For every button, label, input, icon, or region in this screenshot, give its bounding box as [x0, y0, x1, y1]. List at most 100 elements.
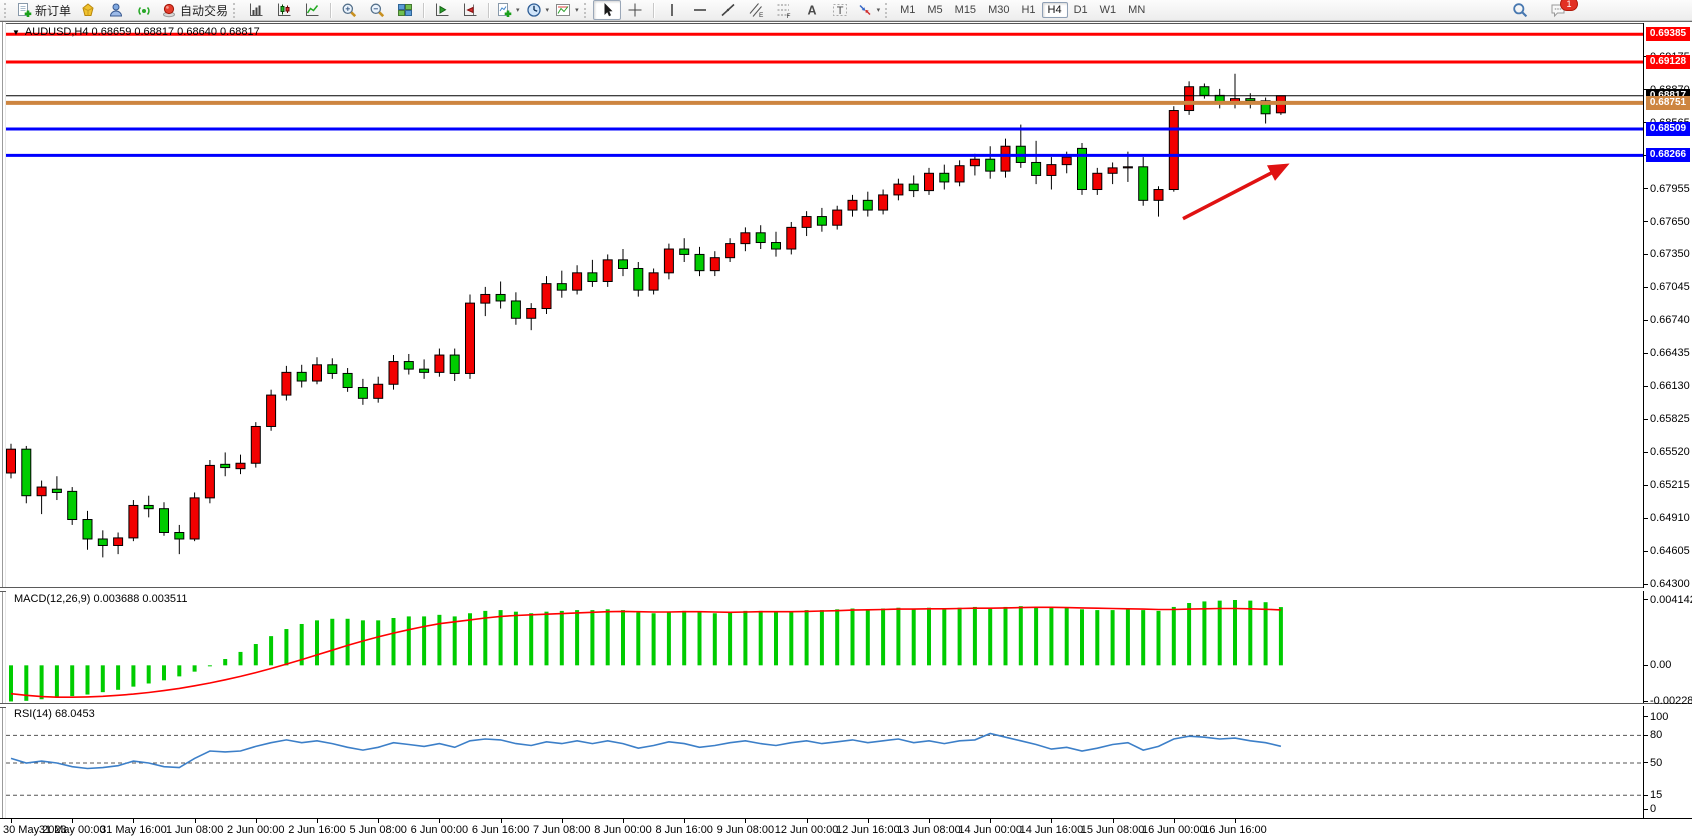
time-tick [439, 819, 441, 823]
time-label: 2 Jun 16:00 [288, 824, 346, 836]
arrows-button[interactable]: ▾ [854, 0, 884, 20]
candle [1168, 106, 1179, 192]
macd-histogram-bar [468, 613, 472, 666]
candle [296, 364, 307, 388]
price-chart-pane[interactable]: ▼ AUDUSD,H4 0.68659 0.68817 0.68640 0.68… [6, 23, 1643, 588]
chart-menu-arrow-icon[interactable]: ▼ [12, 27, 20, 37]
time-label: 2 Jun 00:00 [227, 824, 285, 836]
text-label-button[interactable]: T [826, 0, 854, 20]
macd-histogram-bar [743, 610, 748, 666]
autotrading-button[interactable]: 自动交易 [158, 0, 231, 20]
chart-window: ▼ AUDUSD,H4 0.68659 0.68817 0.68640 0.68… [0, 21, 1692, 839]
macd-histogram-bar [896, 607, 901, 666]
chart-shift-button[interactable] [456, 0, 484, 20]
candle [725, 238, 736, 263]
cursor-button[interactable] [592, 0, 621, 20]
svg-text:A: A [807, 4, 816, 18]
search-button[interactable] [1506, 0, 1534, 20]
dropdown-caret-icon[interactable]: ▾ [575, 7, 579, 14]
templates-button[interactable]: ▾ [552, 0, 582, 20]
rsi-indicator-label: RSI(14) 68.0453 [14, 708, 95, 720]
price-scale[interactable]: 0.691750.688700.685650.682600.679550.676… [1643, 23, 1692, 590]
rsi-plot[interactable] [6, 706, 1643, 818]
trend-arrow-annotation[interactable] [1182, 163, 1290, 221]
price-tick-label: 0.00 [1650, 659, 1672, 672]
macd-histogram-bar [192, 665, 197, 672]
tile-windows-button[interactable] [391, 0, 419, 20]
time-tick [745, 819, 747, 823]
candle [1077, 142, 1087, 195]
signals-button[interactable] [130, 0, 158, 20]
dropdown-caret-icon[interactable]: ▾ [516, 7, 520, 14]
candle [419, 359, 430, 379]
candle [204, 460, 215, 504]
zoom-out-button[interactable] [363, 0, 391, 20]
price-tick-label: 100 [1650, 710, 1669, 723]
time-tick [11, 819, 12, 823]
macd-histogram-bar [957, 607, 962, 666]
rsi-scale[interactable]: 100 80 50 15 0 [1643, 706, 1692, 818]
time-label: 16 Jun 00:00 [1141, 824, 1206, 836]
dropdown-caret-icon[interactable]: ▾ [545, 7, 550, 14]
macd-histogram-bar [360, 620, 365, 666]
timeframe-w1-button[interactable]: W1 [1099, 4, 1117, 16]
time-axis[interactable]: 30 May 2023 31 May 00:00 31 May 16:00 1 Jun… [0, 818, 1692, 839]
candle [434, 348, 445, 377]
timeframe-m1-button[interactable]: M1 [900, 4, 916, 16]
horizontal-line-button[interactable] [686, 0, 714, 20]
trendline-button[interactable] [714, 0, 742, 20]
scale-tick [1644, 418, 1648, 420]
macd-histogram-bar [70, 665, 75, 697]
candlestick-plot[interactable] [6, 23, 1643, 588]
candle [969, 153, 980, 176]
macd-histogram-bar [835, 609, 840, 666]
line-chart-button[interactable] [298, 0, 326, 20]
toolbar-drag-handle[interactable] [4, 2, 9, 18]
crosshair-button[interactable] [621, 0, 649, 20]
candle [388, 355, 399, 390]
scale-tick [1644, 385, 1648, 387]
timeframe-m15-button[interactable]: M15 [954, 4, 977, 16]
toolbar-drag-handle[interactable] [233, 2, 238, 18]
macd-scale[interactable]: 0.004142 0.00 -0.002286 [1643, 591, 1692, 707]
tile-icon [398, 4, 413, 16]
time-label: 12 Jun 16:00 [835, 824, 900, 836]
macd-histogram-bar [544, 611, 549, 666]
fibonacci-button[interactable]: F [770, 0, 798, 20]
periods-button[interactable]: ▾ [523, 0, 553, 20]
rsi-pane[interactable]: RSI(14) 68.0453 [6, 706, 1643, 818]
bar-chart-button[interactable] [242, 0, 270, 20]
community-button[interactable] [102, 0, 130, 20]
mql5-button[interactable] [74, 0, 102, 20]
rsi-line [10, 732, 1282, 770]
timeframe-mn-button[interactable]: MN [1128, 4, 1146, 16]
text-button[interactable]: A [798, 0, 826, 20]
macd-histogram-bar [927, 607, 931, 666]
toolbar-drag-handle[interactable] [885, 2, 890, 18]
arrows-icon [859, 4, 871, 16]
macd-histogram-bar [712, 613, 717, 666]
dropdown-caret-icon[interactable]: ▾ [876, 7, 881, 14]
text-icon: A [807, 4, 816, 18]
candle [510, 292, 521, 325]
timeframe-m30-button[interactable]: M30 [988, 4, 1010, 16]
macd-pane[interactable]: MACD(12,26,9) 0.003688 0.003511 [6, 591, 1643, 703]
new-chart-icon [498, 3, 512, 17]
macd-plot[interactable] [6, 591, 1643, 703]
new-order-button[interactable]: 新订单 [13, 0, 74, 20]
auto-scroll-button[interactable] [428, 0, 456, 20]
candlestick-chart-button[interactable] [270, 0, 298, 20]
notifications-button[interactable]: 1 [1544, 0, 1578, 20]
timeframe-h1-button[interactable]: H1 [1021, 4, 1036, 16]
timeframe-d1-button[interactable]: D1 [1073, 4, 1088, 16]
timeframe-h4-button[interactable]: H4 [1041, 2, 1068, 18]
toolbar-drag-handle[interactable] [583, 2, 589, 18]
timeframe-m5-button[interactable]: M5 [927, 4, 943, 16]
vertical-line-button[interactable] [658, 0, 686, 20]
zoom-in-button[interactable] [335, 0, 363, 20]
macd-histogram-bar [682, 610, 687, 666]
new-chart-button[interactable]: ▾ [493, 0, 523, 20]
time-tick [561, 819, 563, 823]
equidistant-channel-button[interactable]: E [742, 0, 770, 20]
candle [36, 480, 47, 515]
